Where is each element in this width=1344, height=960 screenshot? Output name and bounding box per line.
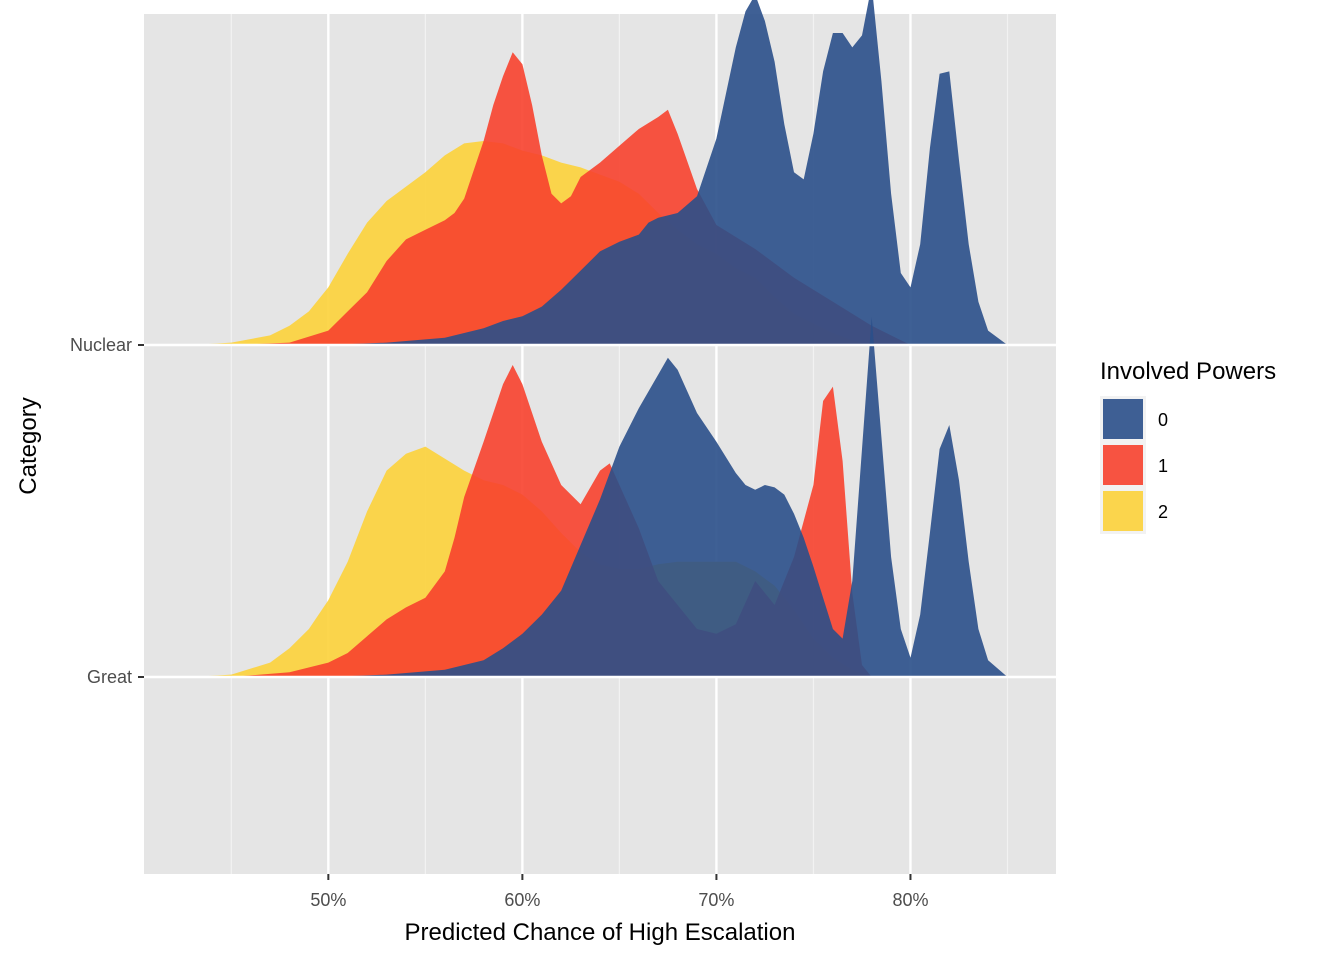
legend-label: 2	[1158, 502, 1168, 522]
y-axis: Great Nuclear	[70, 335, 144, 687]
x-tick-label: 70%	[698, 890, 734, 910]
legend-swatch	[1103, 491, 1143, 531]
legend: Involved Powers 0 1 2	[1100, 358, 1276, 534]
plot-panel	[144, 14, 1056, 874]
density-great-0	[328, 317, 1008, 677]
y-axis-title: Category	[15, 397, 42, 494]
x-tick-label: 80%	[892, 890, 928, 910]
legend-swatch	[1103, 399, 1143, 439]
x-axis: 50% 60% 70% 80%	[310, 874, 928, 910]
density-great-1	[231, 365, 872, 677]
density-ridges	[192, 0, 1008, 677]
x-axis-title: Predicted Chance of High Escalation	[405, 919, 796, 946]
x-tick-label: 60%	[504, 890, 540, 910]
category-baselines	[144, 343, 1056, 679]
y-tick-label: Nuclear	[70, 335, 132, 355]
density-nuclear-0	[328, 0, 1008, 345]
legend-label: 1	[1158, 456, 1168, 476]
legend-swatch	[1103, 445, 1143, 485]
legend-label: 0	[1158, 410, 1168, 430]
x-tick-label: 50%	[310, 890, 346, 910]
legend-title: Involved Powers	[1100, 358, 1276, 385]
y-tick-label: Great	[87, 667, 132, 687]
